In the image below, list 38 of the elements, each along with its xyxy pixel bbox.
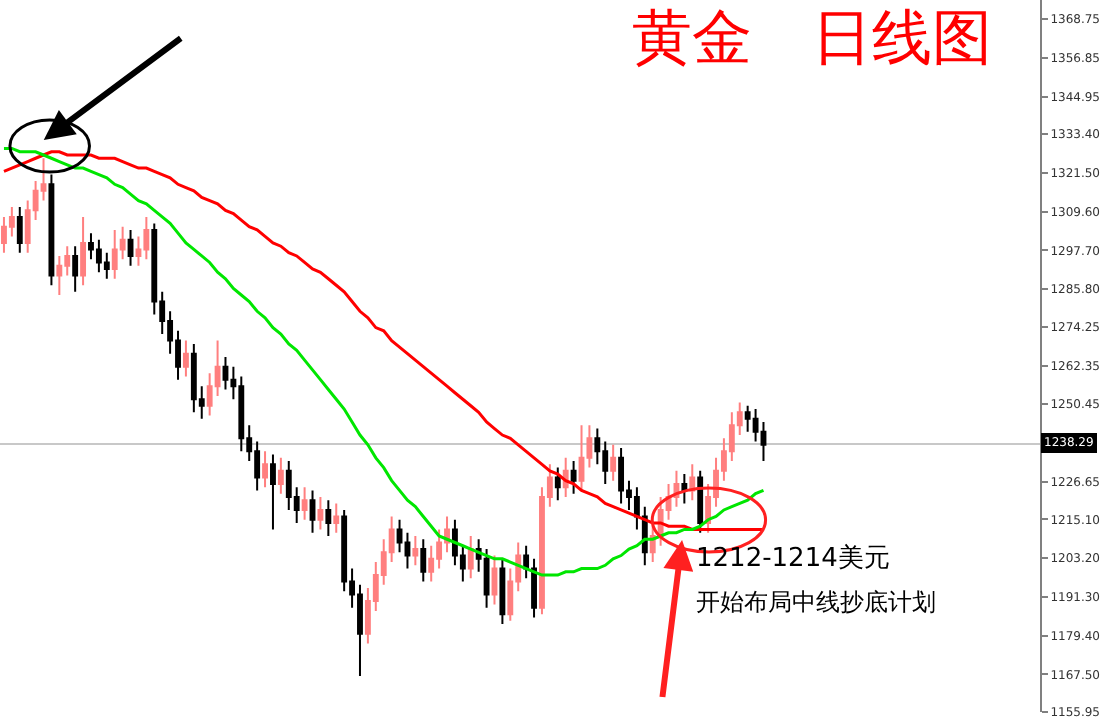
candlestick [333, 502, 340, 534]
candlestick [182, 339, 189, 378]
candlestick [531, 557, 537, 619]
candlestick [16, 206, 23, 254]
candlestick [610, 443, 617, 482]
candlestick [301, 486, 308, 521]
candlestick [127, 228, 134, 267]
candlestick [95, 238, 102, 274]
candlestick [111, 228, 118, 280]
candlestick [277, 456, 284, 495]
candlestick [325, 499, 332, 537]
candlestick [190, 342, 197, 414]
candlestick [467, 535, 474, 580]
annotation: 开始布局中线抄底计划 [696, 588, 936, 616]
candlestick [1, 215, 7, 254]
candlestick [681, 473, 688, 505]
candlestick [80, 215, 87, 287]
candlestick [578, 424, 585, 492]
candlestick [570, 460, 577, 495]
candlestick [317, 495, 324, 531]
candlestick [72, 245, 79, 293]
candlestick [412, 535, 419, 567]
candlestick [618, 447, 625, 505]
candlestick [523, 544, 530, 580]
candlestick [262, 450, 268, 489]
chart-title: 黄金 日线图 [632, 4, 992, 74]
candlestick [554, 466, 561, 502]
candlestick [222, 355, 229, 391]
candlestick [270, 453, 276, 531]
candlestick [238, 375, 245, 453]
candlestick [56, 254, 63, 297]
candlestick [499, 557, 506, 625]
candlestick [309, 489, 316, 534]
candlestick [697, 469, 704, 534]
candlestick [420, 538, 427, 583]
annotation: 1212-1214美元 [696, 542, 890, 574]
candlestick [491, 554, 498, 606]
candlestick [143, 215, 150, 261]
